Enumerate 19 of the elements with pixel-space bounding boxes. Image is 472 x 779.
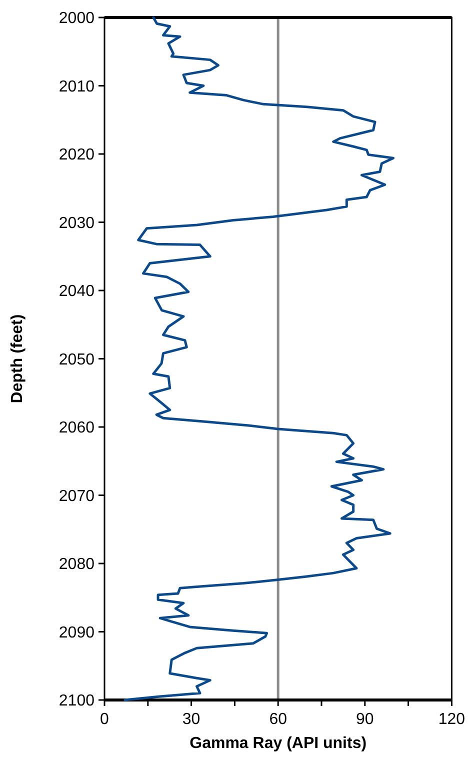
x-tick-label: 90 — [356, 711, 374, 728]
x-tick-label: 60 — [269, 711, 288, 728]
y-tick-label: 2070 — [58, 488, 95, 505]
y-tick-label: 2010 — [58, 78, 95, 96]
y-tick-label: 2000 — [58, 10, 95, 28]
x-tick-label: 0 — [100, 711, 110, 728]
y-tick-label: 2020 — [58, 146, 95, 164]
x-tick-label: 120 — [438, 711, 466, 728]
y-tick-label: 2050 — [58, 351, 95, 368]
y-tick-label: 2090 — [58, 624, 95, 642]
y-tick-label: 2060 — [58, 420, 95, 437]
line-series — [124, 16, 395, 702]
y-axis-title: Depth (feet) — [9, 314, 26, 404]
y-tick-label: 2080 — [58, 556, 95, 574]
y-tick-label: 2030 — [58, 214, 95, 232]
x-axis-title: Gamma Ray (API units) — [190, 735, 367, 752]
y-tick-label: 2040 — [58, 283, 95, 300]
y-tick-label: 2100 — [58, 692, 95, 710]
x-tick-label: 30 — [182, 711, 200, 728]
